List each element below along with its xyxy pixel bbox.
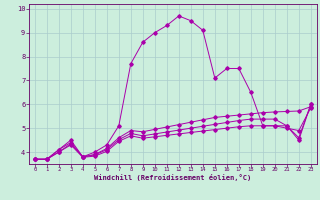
X-axis label: Windchill (Refroidissement éolien,°C): Windchill (Refroidissement éolien,°C): [94, 174, 252, 181]
